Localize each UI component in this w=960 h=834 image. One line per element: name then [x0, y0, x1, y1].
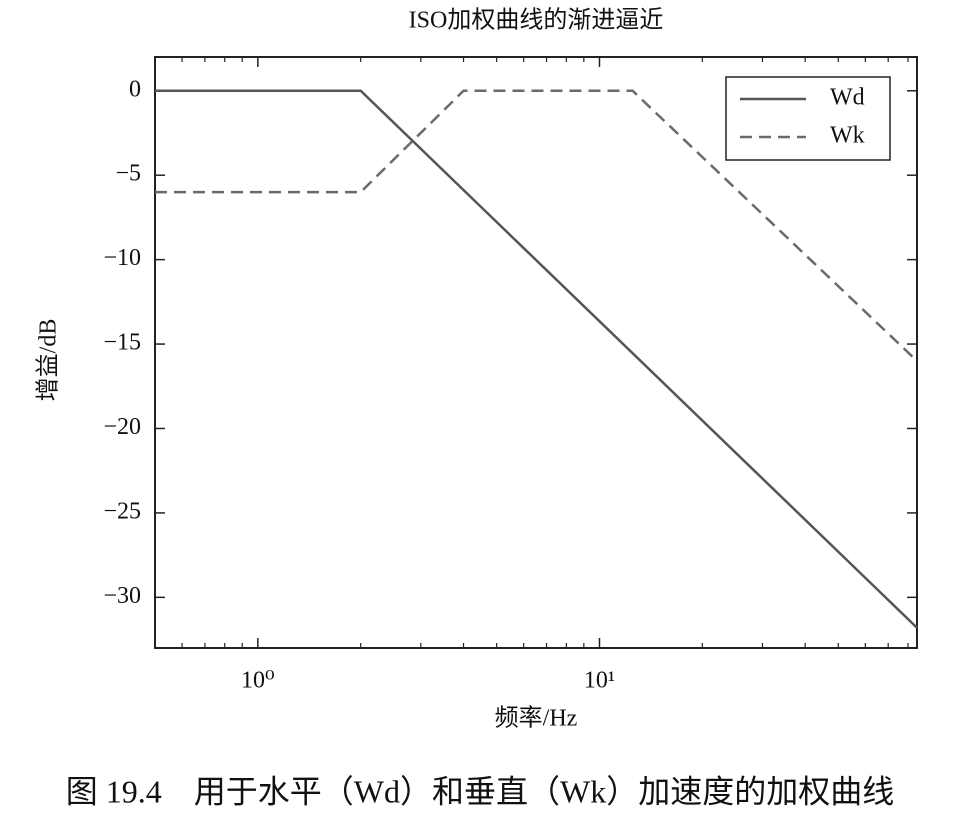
y-tick-label: −5	[115, 161, 141, 187]
plot-frame	[154, 56, 918, 649]
y-tick-label: 0	[129, 76, 141, 102]
legend-box	[725, 76, 891, 161]
y-tick-label: −10	[103, 245, 141, 271]
y-tick-label: −30	[103, 583, 141, 609]
y-tick-label: −15	[103, 330, 141, 356]
x-tick-label: 10¹	[584, 668, 615, 694]
y-axis-label: 增益/dB	[35, 319, 62, 402]
legend-label: Wk	[830, 123, 865, 149]
series-line	[155, 89, 918, 629]
x-axis-label: 频率/Hz	[495, 705, 578, 732]
legend-label: Wd	[830, 85, 865, 111]
x-tick-label: 10⁰	[241, 668, 275, 694]
y-tick-label: −20	[103, 414, 141, 440]
series-line	[155, 89, 918, 362]
chart-title: ISO加权曲线的渐进逼近	[409, 7, 664, 34]
figure-caption: 图 19.4 用于水平（Wd）和垂直（Wk）加速度的加权曲线	[66, 773, 894, 809]
y-tick-label: −25	[103, 498, 141, 524]
